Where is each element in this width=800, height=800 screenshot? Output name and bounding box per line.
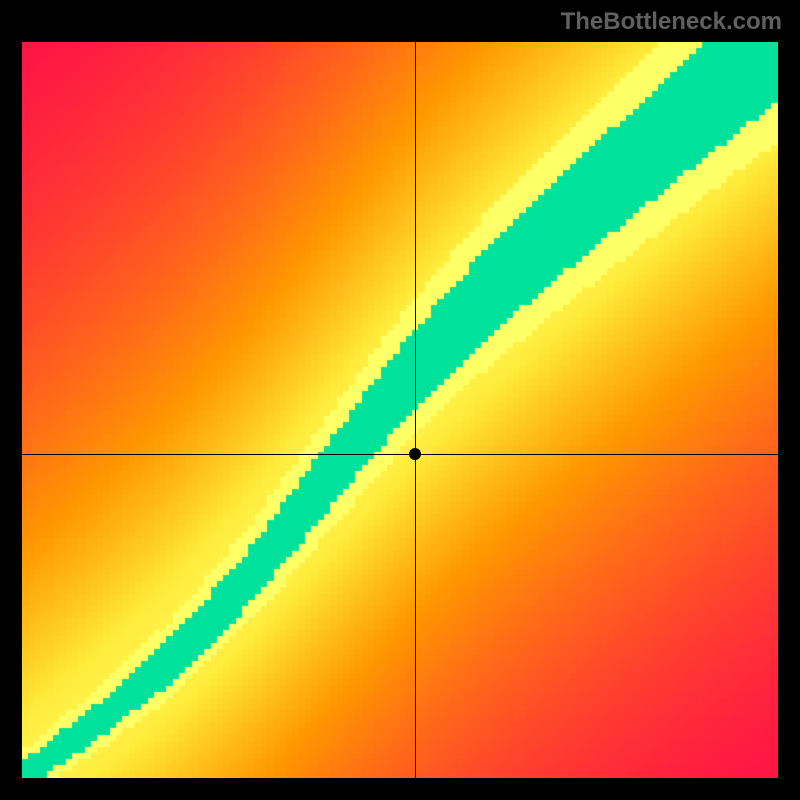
crosshair-vertical (415, 42, 416, 778)
heatmap-plot (22, 42, 778, 778)
marker-point (409, 448, 421, 460)
crosshair-horizontal (22, 454, 778, 455)
watermark-text: TheBottleneck.com (561, 8, 782, 36)
heatmap-canvas (22, 42, 778, 778)
